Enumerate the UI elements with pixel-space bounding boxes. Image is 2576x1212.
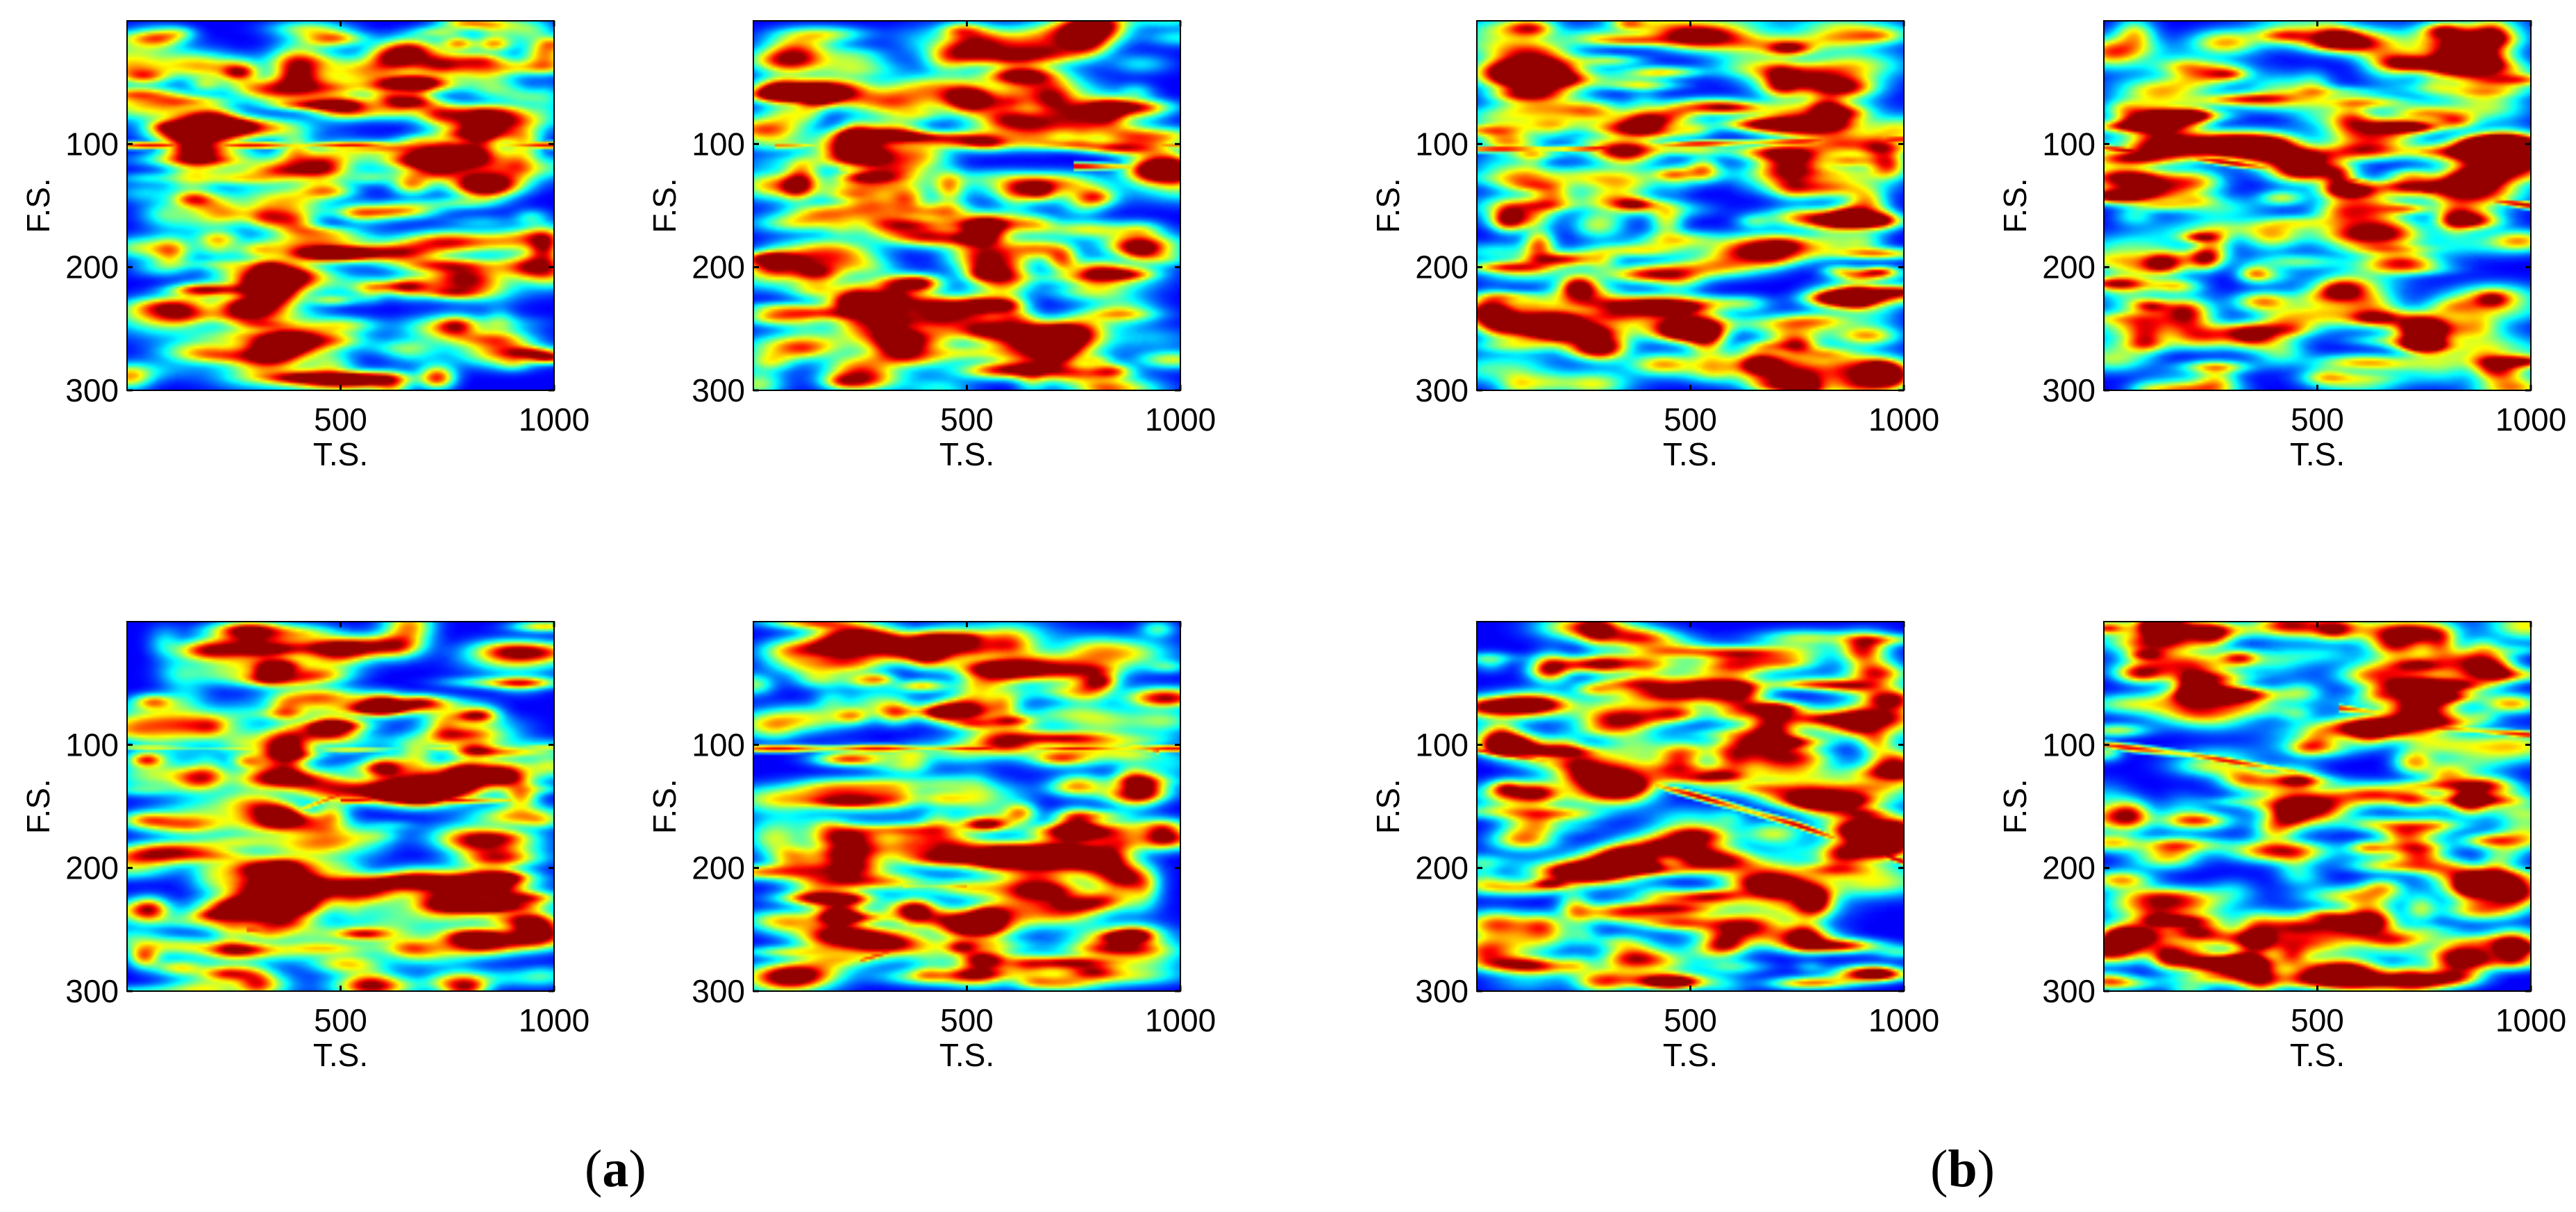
x-tick-label: 1000 [519, 401, 589, 438]
y-axis-label: F.S. [646, 779, 683, 833]
y-tick-label: 200 [65, 249, 119, 285]
heatmap-image [2104, 21, 2531, 390]
heatmap-image [1477, 622, 1904, 991]
y-tick-label: 200 [2042, 249, 2096, 285]
x-tick-label: 500 [940, 401, 994, 438]
y-tick-label: 300 [65, 973, 119, 1009]
heatmap-panel: 500 1000 100 200 300 T.S. F.S. [646, 621, 1216, 1073]
y-axis-label: F.S. [1997, 178, 2033, 233]
y-tick-label: 300 [692, 372, 745, 408]
x-tick-label: 1000 [1145, 401, 1216, 438]
x-tick-label: 1000 [2495, 401, 2566, 438]
heatmap-panel: 500 1000 100 200 300 T.S. F.S. [1997, 621, 2566, 1073]
y-tick-label: 100 [692, 727, 745, 763]
heatmap-image [127, 21, 554, 390]
y-tick-label: 300 [1415, 372, 1469, 408]
x-axis-label: T.S. [313, 436, 368, 472]
y-tick-label: 100 [2042, 126, 2096, 162]
y-tick-label: 300 [65, 372, 119, 408]
x-axis-label: T.S. [2290, 1037, 2345, 1073]
panel-label-b-letter: b [1948, 1140, 1977, 1198]
heatmap-panel: 500 1000 100 200 300 T.S. F.S. [20, 621, 589, 1073]
panel-label-a-letter: a [602, 1140, 629, 1198]
x-tick-label: 500 [1664, 1002, 1717, 1038]
x-axis-label: T.S. [2290, 436, 2345, 472]
x-tick-label: 500 [314, 1002, 367, 1038]
heatmap-image [1477, 21, 1904, 390]
heatmap-image [753, 622, 1180, 991]
y-tick-label: 200 [1415, 850, 1469, 886]
y-tick-label: 100 [692, 126, 745, 162]
heatmap-panel: 500 1000 100 200 300 T.S. F.S. [1997, 20, 2566, 472]
y-tick-label: 100 [65, 126, 119, 162]
x-tick-label: 500 [2291, 1002, 2344, 1038]
y-axis-label: F.S. [20, 178, 56, 233]
y-tick-label: 100 [1415, 126, 1469, 162]
y-tick-label: 300 [2042, 372, 2096, 408]
y-axis-label: F.S. [1370, 178, 1406, 233]
y-tick-label: 300 [1415, 973, 1469, 1009]
y-tick-label: 100 [65, 727, 119, 763]
x-axis-label: T.S. [939, 1037, 994, 1073]
y-axis-label: F.S. [20, 779, 56, 833]
heatmap-image [753, 21, 1180, 390]
x-tick-label: 500 [1664, 401, 1717, 438]
y-axis-label: F.S. [1997, 779, 2033, 833]
x-tick-label: 500 [2291, 401, 2344, 438]
y-tick-label: 200 [2042, 850, 2096, 886]
y-tick-label: 200 [692, 249, 745, 285]
x-tick-label: 1000 [2495, 1002, 2566, 1038]
x-axis-label: T.S. [313, 1037, 368, 1073]
x-tick-label: 500 [940, 1002, 994, 1038]
y-axis-label: F.S. [646, 178, 683, 233]
panel-label-b: (b) [1930, 1140, 1995, 1198]
x-tick-label: 1000 [519, 1002, 589, 1038]
y-tick-label: 200 [65, 850, 119, 886]
x-tick-label: 1000 [1868, 1002, 1939, 1038]
y-tick-label: 200 [692, 850, 745, 886]
y-tick-label: 100 [2042, 727, 2096, 763]
y-tick-label: 100 [1415, 727, 1469, 763]
panel-label-a: (a) [585, 1140, 646, 1198]
heatmap-image [2104, 622, 2531, 991]
heatmap-panel: 500 1000 100 200 300 T.S. F.S. [1370, 20, 1939, 472]
heatmap-panel: 500 1000 100 200 300 T.S. F.S. [1370, 621, 1939, 1073]
x-tick-label: 1000 [1145, 1002, 1216, 1038]
x-axis-label: T.S. [939, 436, 994, 472]
y-tick-label: 200 [1415, 249, 1469, 285]
x-tick-label: 500 [314, 401, 367, 438]
y-tick-label: 300 [692, 973, 745, 1009]
heatmap-panel: 500 1000 100 200 300 T.S. F.S. [646, 20, 1216, 472]
y-axis-label: F.S. [1370, 779, 1406, 833]
x-tick-label: 1000 [1868, 401, 1939, 438]
x-axis-label: T.S. [1663, 436, 1718, 472]
x-axis-label: T.S. [1663, 1037, 1718, 1073]
heatmap-image [127, 622, 554, 991]
heatmap-panel: 500 1000 100 200 300 T.S. F.S. [20, 20, 589, 472]
y-tick-label: 300 [2042, 973, 2096, 1009]
